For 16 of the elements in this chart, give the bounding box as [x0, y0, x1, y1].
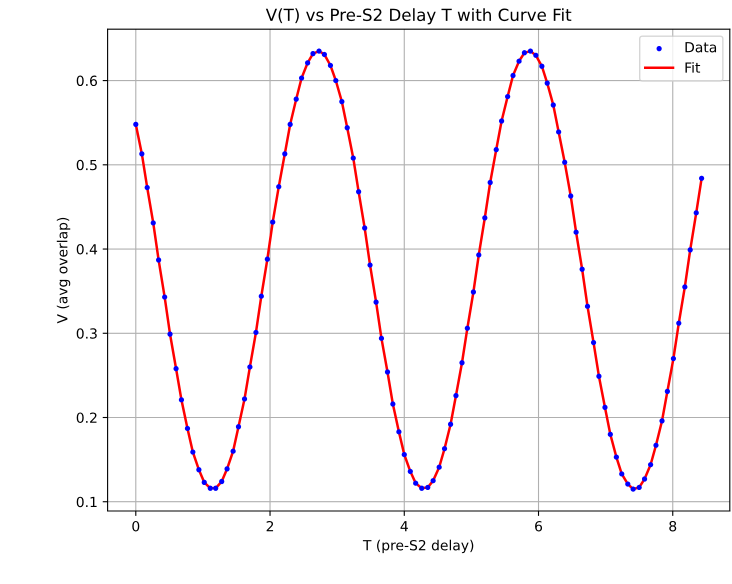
x-tick-label: 4 [400, 521, 408, 532]
chart-title: V(T) vs Pre-S2 Delay T with Curve Fit [266, 8, 572, 24]
y-tick-label: 0.3 [76, 328, 97, 339]
y-tick-label: 0.2 [76, 412, 96, 423]
legend-label: Fit [686, 62, 700, 73]
x-axis-title: T (pre-S2 delay) [362, 540, 474, 554]
x-tick-label: 2 [266, 520, 274, 532]
y-tick-label: 0.6 [76, 76, 98, 86]
y-tick-label: 0.5 [76, 160, 97, 170]
x-tick-label: 6 [535, 520, 542, 532]
x-tick-label: 8 [669, 520, 676, 532]
legend-label: Data [686, 42, 716, 52]
y-tick-label: 0.1 [76, 496, 97, 508]
x-tick-label: 0 [132, 520, 140, 532]
y-axis-title: V (avg overlap) [56, 218, 70, 324]
y-tick-label: 0.4 [76, 244, 98, 255]
